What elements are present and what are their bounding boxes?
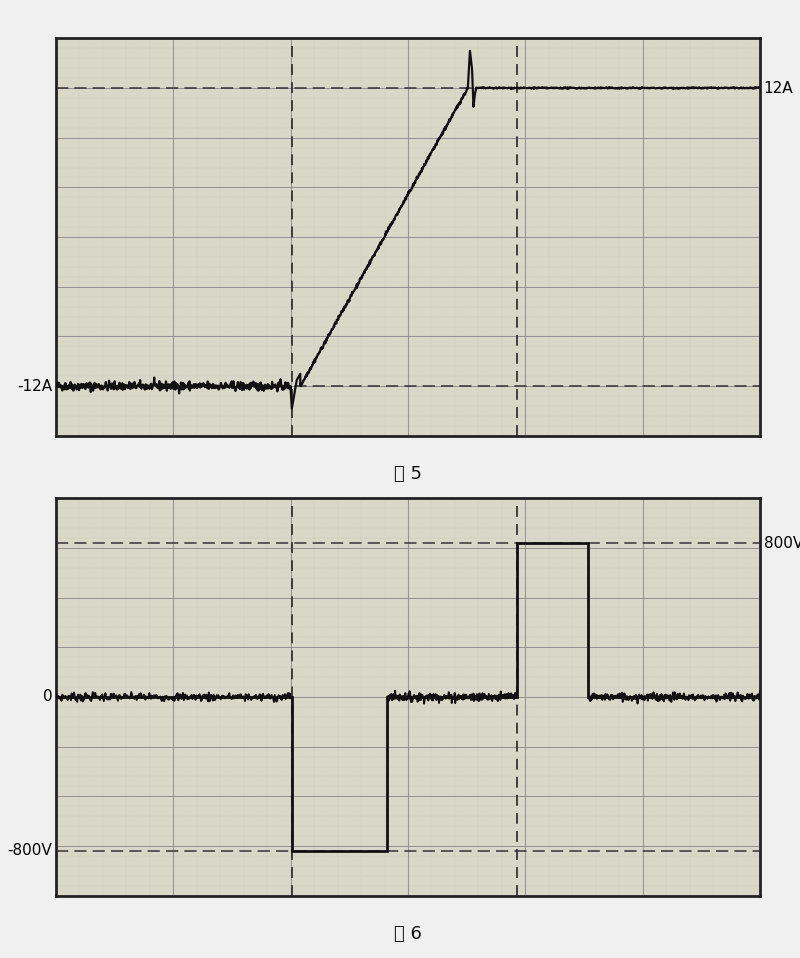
Text: 0: 0 (43, 690, 53, 704)
Text: 800V: 800V (763, 536, 800, 551)
Text: -800V: -800V (8, 843, 53, 858)
Text: 12A: 12A (763, 80, 793, 96)
Text: -12A: -12A (18, 378, 53, 394)
Text: 图 5: 图 5 (394, 466, 422, 483)
Text: 图 6: 图 6 (394, 925, 422, 943)
